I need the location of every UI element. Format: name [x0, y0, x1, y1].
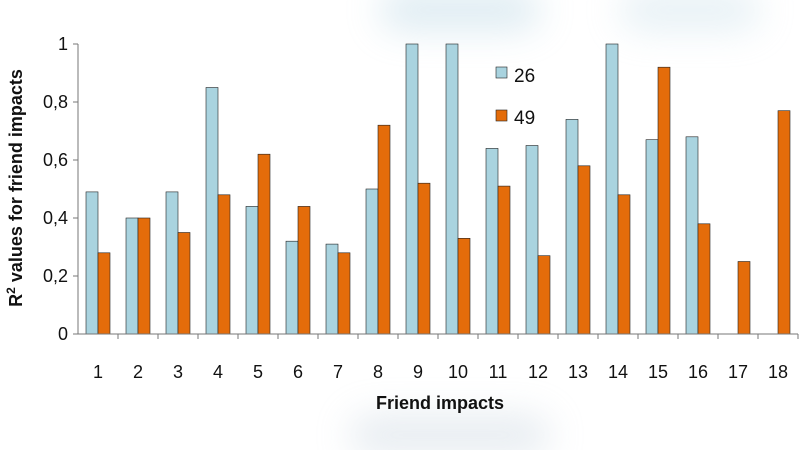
bar-series-49-cat-16	[697, 223, 711, 335]
y-tick-label: 0,8	[43, 92, 68, 112]
y-tick-label: 0,2	[43, 266, 68, 286]
bar-series-26-cat-8	[365, 188, 379, 335]
x-tick-label: 12	[528, 362, 548, 382]
bar-series-26-cat-2	[125, 217, 139, 335]
x-tick-label: 6	[293, 362, 303, 382]
x-tick-label: 3	[173, 362, 183, 382]
bar-series-26-cat-4	[205, 87, 219, 335]
bar-series-26-cat-6	[285, 240, 299, 335]
x-axis-title: Friend impacts	[376, 393, 504, 413]
x-tick-label: 11	[489, 362, 508, 382]
x-tick-label: 9	[413, 362, 423, 382]
x-tick-label: 14	[608, 362, 628, 382]
bar-series-49-cat-15	[657, 66, 671, 335]
bar-series-49-cat-8	[377, 124, 391, 335]
bar-series-26-cat-10	[445, 43, 459, 335]
y-axis-title-superscript: 2	[4, 287, 18, 294]
y-axis-title-rest: values for friend impacts	[6, 69, 26, 287]
y-tick-label: 0,6	[43, 150, 68, 170]
y-tick-label: 1	[58, 34, 68, 54]
bar-series-26-cat-3	[165, 191, 179, 335]
bar-series-49-cat-4	[217, 194, 231, 335]
bar-series-26-cat-5	[245, 206, 259, 335]
bar-series-26-cat-13	[565, 119, 579, 335]
legend-swatch-26	[495, 66, 508, 79]
bar-series-49-cat-7	[337, 252, 351, 335]
bar-series-49-cat-14	[617, 194, 631, 335]
bar-series-49-cat-13	[577, 165, 591, 335]
bar-series-26-cat-9	[405, 43, 419, 335]
x-tick-label: 5	[253, 362, 263, 382]
bar-series-26-cat-16	[685, 136, 699, 335]
bar-series-49-cat-11	[497, 185, 511, 335]
x-tick-label: 13	[568, 362, 588, 382]
background-blur-top	[380, 0, 540, 30]
x-tick-label: 17	[728, 362, 748, 382]
legend-swatch-49	[495, 109, 508, 122]
bar-series-49-cat-12	[537, 255, 551, 335]
x-tick-label: 1	[93, 362, 103, 382]
bar-series-49-cat-17	[737, 261, 751, 335]
bar-series-49-cat-18	[777, 110, 791, 335]
bar-series-26-cat-1	[85, 191, 99, 335]
x-tick-label: 16	[688, 362, 708, 382]
x-axis-ticks: 1 2 3 4 5 6 7 8 9 10 11 12 13 14 15 16 17 18	[93, 334, 799, 382]
x-tick-label: 7	[333, 362, 343, 382]
bar-series-49-cat-6	[297, 206, 311, 335]
bar-series-49-cat-9	[417, 182, 431, 335]
legend-label-26: 26	[514, 66, 535, 87]
x-tick-label: 10	[448, 362, 468, 382]
bar-series-49-cat-2	[137, 217, 151, 335]
legend-label-49: 49	[514, 108, 535, 129]
y-axis-ticks: 0 0,2 0,4 0,6 0,8 1	[43, 34, 78, 344]
background-blur-top-right	[620, 0, 760, 30]
bar-series-26-cat-12	[525, 145, 539, 335]
bar-series-49-cat-10	[457, 238, 471, 335]
background-blur-bottom	[350, 415, 550, 450]
y-tick-label: 0	[58, 324, 68, 344]
bar-series-26-cat-14	[605, 43, 619, 335]
x-tick-label: 2	[133, 362, 143, 382]
x-tick-label: 8	[373, 362, 383, 382]
y-tick-label: 0,4	[43, 208, 68, 228]
bar-series-49-cat-3	[177, 232, 191, 335]
bar-series-26-cat-7	[325, 243, 339, 335]
bar-series-26-cat-11	[485, 148, 499, 335]
x-tick-label: 4	[213, 362, 223, 382]
bar-series-26-cat-15	[645, 139, 659, 335]
y-axis-title-base: R	[6, 294, 26, 307]
bars-group	[85, 43, 791, 335]
bar-series-49-cat-5	[257, 153, 271, 335]
y-axis-title: R2 values for friend impacts	[4, 69, 26, 307]
bar-series-49-cat-1	[97, 252, 111, 335]
x-tick-label: 18	[768, 362, 788, 382]
x-tick-label: 15	[648, 362, 668, 382]
legend: 26 49	[495, 66, 535, 129]
